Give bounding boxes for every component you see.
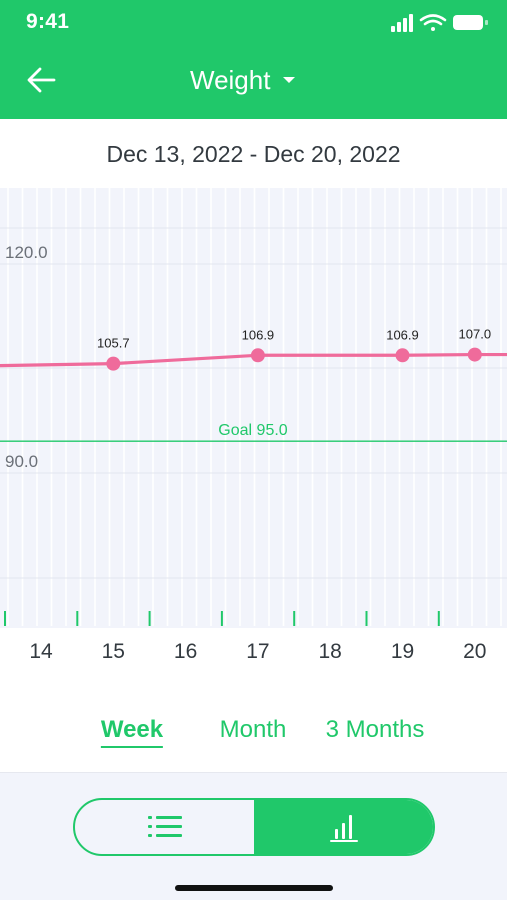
list-view-button[interactable] [75,800,254,854]
y-tick-label: 120.0 [5,243,48,262]
x-axis-labels: 14 15 16 17 18 19 20 [0,640,507,684]
date-range: Dec 13, 2022 - Dec 20, 2022 [0,119,507,189]
data-point [395,348,410,363]
x-tick-label: 18 [318,640,342,663]
data-label: 106.9 [386,327,419,342]
signal-icon [391,14,413,32]
data-label: 105.7 [97,336,130,351]
metric-selector[interactable]: Weight [190,60,296,100]
tab-3-months[interactable]: 3 Months [325,716,425,743]
app-header: 9:41 Weight [0,0,507,119]
view-toggle [73,798,435,856]
status-time: 9:41 [26,10,70,33]
data-label: 106.9 [242,327,275,342]
x-tick-label: 19 [390,640,415,663]
range-tabs: Week Month 3 Months [0,712,507,760]
x-tick-label: 20 [463,640,487,663]
page-title: Weight [190,64,271,95]
back-button[interactable] [22,60,62,100]
chart-view-button[interactable] [254,800,433,854]
caret-down-icon [283,77,296,83]
back-arrow-icon [27,67,56,93]
bottom-bar [0,772,507,900]
status-icons [391,14,488,32]
home-indicator [175,885,333,891]
y-tick-label: 90.0 [5,452,38,471]
tab-month[interactable]: Month [219,716,287,743]
x-tick-label: 17 [246,640,270,663]
goal-label: Goal 95.0 [218,422,287,439]
battery-icon [453,15,488,30]
weight-chart: 120.0 90.0 Goal 95.0 105.7 106.9 106.9 107.0 [0,188,507,628]
x-tick-label: 16 [173,640,198,663]
bar-chart-icon [329,815,358,842]
chart-canvas: 120.0 90.0 Goal 95.0 105.7 106.9 106.9 107.0 [0,188,507,626]
data-point [250,348,265,363]
tab-week[interactable]: Week [100,716,164,748]
data-point [467,347,482,362]
data-point [106,356,121,371]
wifi-icon [419,14,447,31]
x-tick-label: 14 [29,640,53,663]
list-icon [147,816,182,837]
x-tick-label: 15 [101,640,125,663]
data-label: 107.0 [459,327,492,342]
